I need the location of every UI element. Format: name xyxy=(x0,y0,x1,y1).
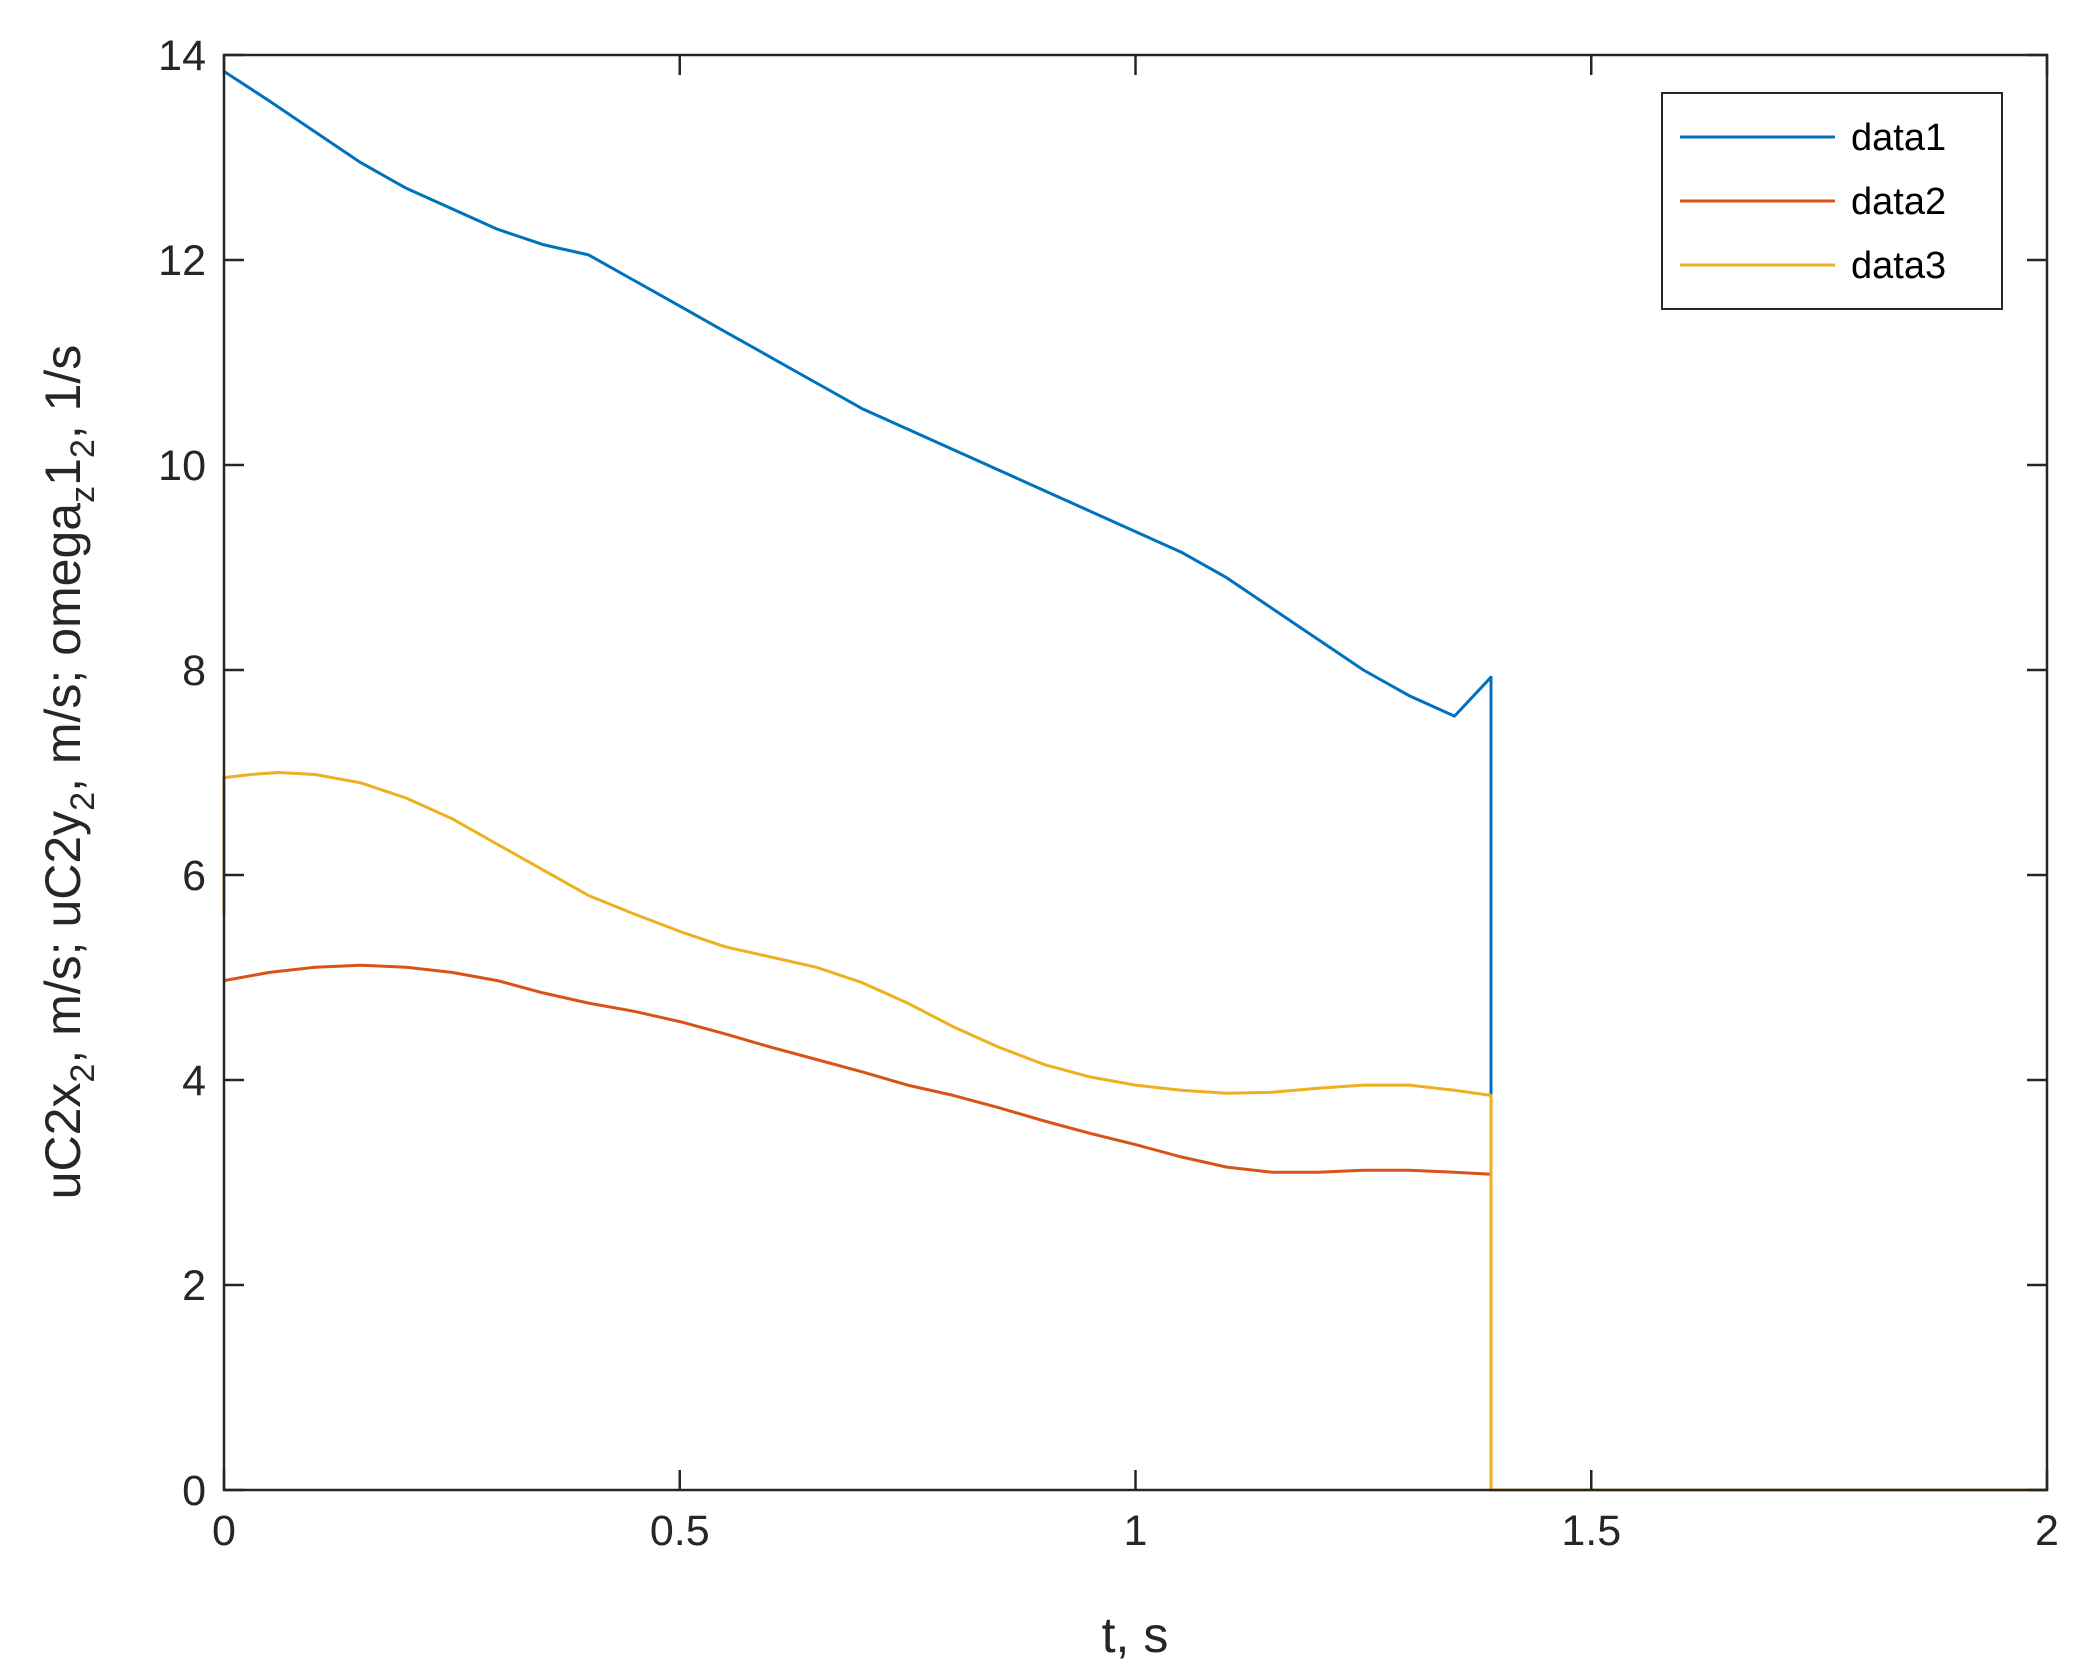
y-tick-label: 8 xyxy=(182,647,206,695)
y-axis-label-part: , 1/s xyxy=(35,345,91,439)
legend-label-data1: data1 xyxy=(1851,117,1946,159)
y-tick-label: 4 xyxy=(182,1057,206,1105)
legend-label-data2: data2 xyxy=(1851,181,1946,223)
y-axis-label-part: 1 xyxy=(35,458,91,486)
y-axis-label-subscript: 2 xyxy=(64,439,102,458)
y-axis-label: uC2x2, m/s; uC2y2, m/s; omegaz12, 1/s xyxy=(35,345,102,1200)
x-tick-label: 2 xyxy=(2035,1507,2059,1555)
y-tick-label: 2 xyxy=(182,1262,206,1310)
y-tick-label: 0 xyxy=(182,1467,206,1515)
legend-label-data3: data3 xyxy=(1851,245,1946,287)
series-line-data2 xyxy=(223,963,2047,1492)
y-tick-label: 6 xyxy=(182,852,206,900)
y-tick-label: 10 xyxy=(158,442,206,490)
x-tick-label: 0.5 xyxy=(650,1507,710,1555)
tick-labels-layer: 0 0.5 1 1.5 2 0 2 4 6 8 10 12 14 xyxy=(158,32,2059,1555)
legend-entries: data1 data2 data3 xyxy=(1680,117,1946,287)
x-tick-label: 0 xyxy=(212,1507,236,1555)
y-axis-label-part: , m/s; omega xyxy=(35,503,91,792)
ticks-layer xyxy=(222,53,2049,1492)
y-axis-label-subscript: 2 xyxy=(64,792,102,811)
y-axis-label-part: , m/s; uC2y xyxy=(35,811,91,1064)
x-axis-label: t, s xyxy=(1102,1607,1169,1663)
y-tick-label: 14 xyxy=(158,32,206,80)
series-line-data1 xyxy=(223,70,2047,1492)
series-layer xyxy=(222,70,2047,1492)
y-tick-label: 12 xyxy=(158,237,206,285)
legend: data1 data2 data3 xyxy=(1661,92,2003,310)
y-axis-label-part: uC2x xyxy=(35,1083,91,1200)
x-tick-label: 1.5 xyxy=(1561,1507,1621,1555)
y-axis-label-subscript: z xyxy=(64,486,102,503)
series-line-data3 xyxy=(222,771,2047,1492)
x-tick-label: 1 xyxy=(1124,1507,1148,1555)
y-axis-label-subscript: 2 xyxy=(64,1064,102,1083)
